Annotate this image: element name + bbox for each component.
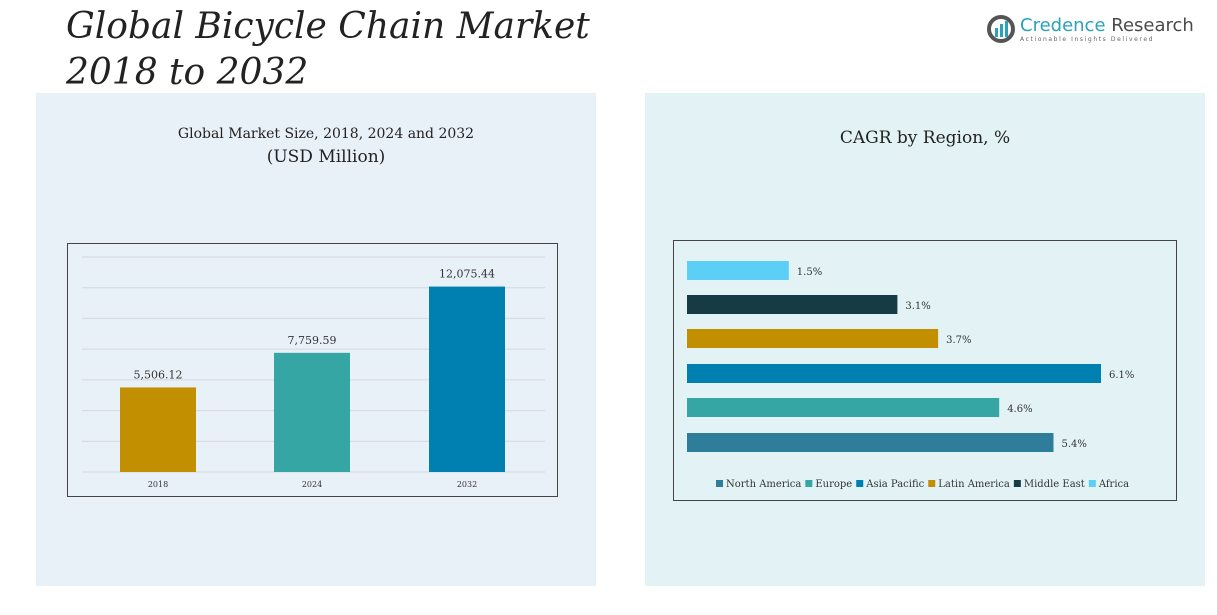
- logo: Credence Research Actionable Insights Del…: [986, 14, 1194, 44]
- legend-label: Asia Pacific: [865, 479, 924, 490]
- legend-label: Latin America: [938, 479, 1010, 490]
- left-chart-subtitle: (USD Million): [266, 147, 386, 167]
- x-tick-label: 2018: [148, 480, 168, 489]
- right-chart-frame: [673, 240, 1177, 501]
- x-tick-label: 2032: [457, 480, 477, 489]
- page-title: Global Bicycle Chain Market 2018 to 2032: [66, 6, 590, 93]
- bar-Latin America: [687, 329, 939, 348]
- legend-swatch: [805, 480, 813, 487]
- bar-Europe: [687, 398, 1000, 417]
- data-label: 1.5%: [797, 267, 822, 278]
- bar-2024: [274, 352, 350, 472]
- data-label: 7,759.59: [288, 334, 337, 347]
- legend-swatch: [1088, 480, 1096, 487]
- bar-Africa: [687, 261, 789, 280]
- bar-Asia Pacific: [687, 364, 1101, 383]
- x-tick-label: 2024: [302, 480, 322, 489]
- legend-label: Europe: [815, 479, 852, 490]
- bar-2032: [429, 286, 505, 472]
- bar-North America: [687, 433, 1054, 452]
- data-label: 4.6%: [1007, 404, 1032, 415]
- left-chart-title: Global Market Size, 2018, 2024 and 2032: [177, 126, 475, 142]
- data-label: 3.7%: [946, 335, 971, 346]
- legend-label: North America: [726, 479, 801, 490]
- bar-2018: [120, 387, 196, 472]
- left-chart-frame: [67, 243, 558, 497]
- legend-swatch: [716, 480, 723, 487]
- legend-swatch: [928, 480, 936, 487]
- right-chart-title: CAGR by Region, %: [839, 128, 1011, 148]
- legend-label: Africa: [1098, 479, 1129, 490]
- legend-label: Middle East: [1024, 479, 1085, 490]
- data-label: 5.4%: [1061, 439, 1086, 450]
- data-label: 6.1%: [1109, 370, 1134, 381]
- legend-swatch: [856, 480, 864, 487]
- data-label: 3.1%: [905, 301, 930, 312]
- bar-Middle East: [687, 295, 898, 314]
- data-label: 5,506.12: [134, 368, 183, 381]
- logo-icon: [987, 15, 1015, 43]
- legend-swatch: [1013, 480, 1021, 487]
- data-label: 12,075.44: [439, 268, 495, 281]
